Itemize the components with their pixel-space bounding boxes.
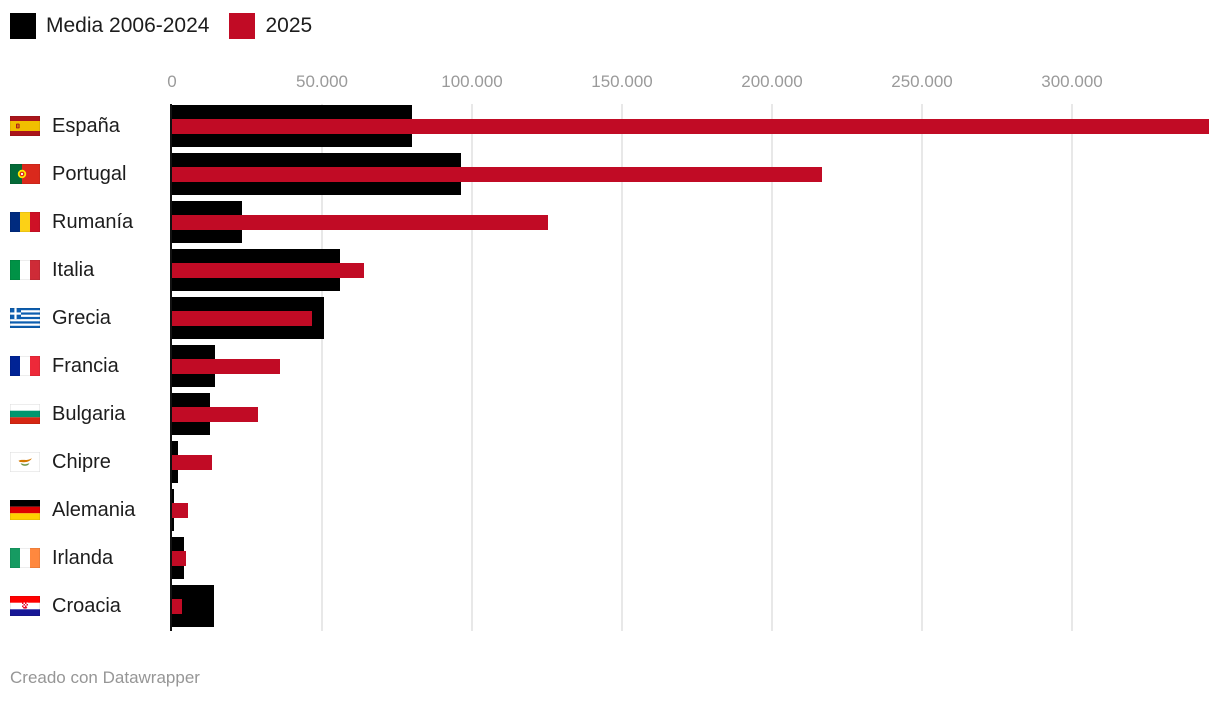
flag-grecia-icon (10, 308, 40, 328)
bar-2025-chipre[interactable] (172, 455, 213, 470)
flag-alemania-icon (10, 500, 40, 520)
flag-espana-icon (10, 116, 40, 136)
row-label-alemania: Alemania (52, 498, 136, 521)
row-label-italia: Italia (52, 258, 95, 281)
datawrapper-credit-link[interactable]: Creado con Datawrapper (10, 668, 200, 687)
legend-item-2025: 2025 (229, 13, 312, 39)
bar-2025-francia[interactable] (172, 359, 280, 374)
x-axis-tick-label: 150.000 (591, 72, 653, 91)
legend-swatch-media-icon (10, 13, 36, 39)
row-label-grecia: Grecia (52, 306, 111, 329)
row-label-rumania: Rumanía (52, 210, 134, 233)
flag-chipre-icon (10, 452, 40, 472)
flag-italia-icon (10, 260, 40, 280)
gridline (471, 104, 473, 631)
legend-item-media: Media 2006-2024 (10, 13, 209, 39)
x-axis-tick-label: 0 (167, 72, 177, 91)
row-label-chipre: Chipre (52, 450, 111, 473)
legend: Media 2006-2024 2025 (10, 13, 312, 39)
flag-croacia-icon (10, 596, 40, 616)
x-axis-tick-label: 200.000 (741, 72, 803, 91)
row-label-portugal: Portugal (52, 162, 127, 185)
flag-bulgaria-icon (10, 404, 40, 424)
row-label-bulgaria: Bulgaria (52, 402, 126, 425)
bar-2025-rumania[interactable] (172, 215, 548, 230)
legend-swatch-2025-icon (229, 13, 256, 39)
bar-2025-espana[interactable] (172, 119, 1209, 134)
bar-2025-irlanda[interactable] (172, 551, 187, 566)
bar-2025-croacia[interactable] (172, 599, 182, 614)
gridline (771, 104, 773, 631)
bar-2025-portugal[interactable] (172, 167, 822, 182)
bar-2025-bulgaria[interactable] (172, 407, 258, 422)
bar-2025-italia[interactable] (172, 263, 364, 278)
legend-label-2025: 2025 (265, 14, 313, 37)
legend-label-media: Media 2006-2024 (46, 14, 210, 37)
y-axis-baseline (170, 104, 172, 631)
flag-irlanda-icon (10, 548, 40, 568)
row-label-francia: Francia (52, 354, 119, 377)
x-axis-tick-label: 100.000 (441, 72, 503, 91)
row-label-espana: España (52, 114, 120, 137)
flag-rumania-icon (10, 212, 40, 232)
row-label-irlanda: Irlanda (52, 546, 114, 569)
flag-francia-icon (10, 356, 40, 376)
x-axis-tick-label: 50.000 (296, 72, 348, 91)
flag-portugal-icon (10, 164, 40, 184)
row-label-croacia: Croacia (52, 594, 121, 617)
gridline (921, 104, 923, 631)
bar-2025-alemania[interactable] (172, 503, 188, 518)
gridline (621, 104, 623, 631)
gridline (321, 104, 323, 631)
x-axis-tick-label: 250.000 (891, 72, 953, 91)
bar-2025-grecia[interactable] (172, 311, 312, 326)
x-axis-tick-label: 300.000 (1041, 72, 1103, 91)
gridline (1071, 104, 1073, 631)
